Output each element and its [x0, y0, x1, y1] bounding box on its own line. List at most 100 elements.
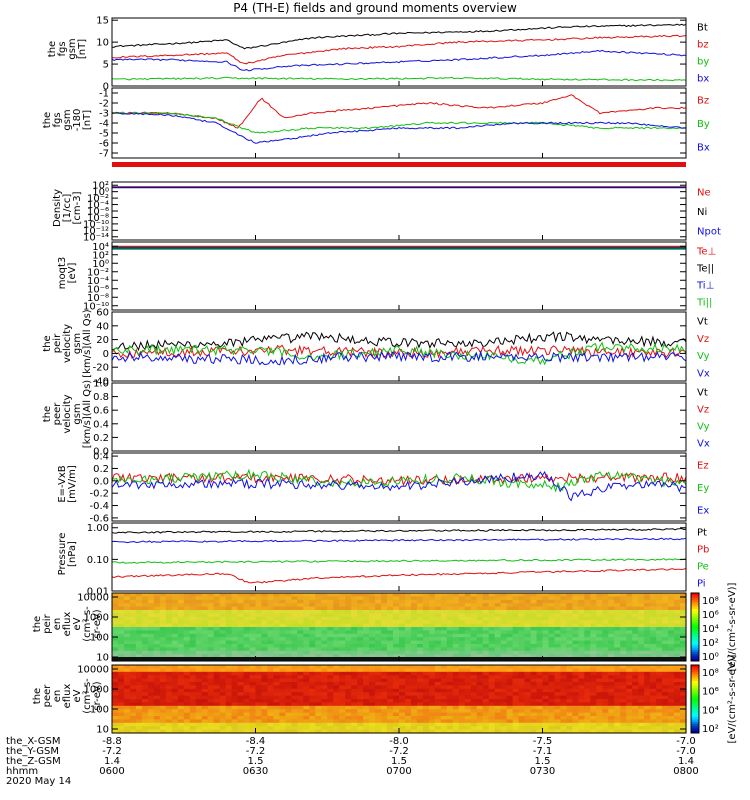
heatmap-cell [452, 610, 460, 614]
y-tick-label: 1000 [84, 613, 109, 624]
heatmap-cell [494, 650, 502, 655]
heatmap-cell [500, 709, 508, 714]
heatmap-cell [500, 620, 508, 625]
heatmap-cell [476, 637, 484, 642]
heatmap-cell [213, 623, 221, 628]
heatmap-cell [231, 692, 239, 697]
heatmap-cell [446, 644, 454, 648]
heatmap-cell [189, 722, 197, 727]
y-axis-label: velocity [62, 324, 73, 363]
heatmap-cell [375, 729, 382, 734]
heatmap-cell [524, 702, 532, 707]
heatmap-cell [536, 620, 544, 625]
heatmap-cell [518, 606, 526, 611]
heatmap-cell [668, 606, 675, 611]
heatmap-cell [141, 712, 149, 717]
heatmap-cell [572, 593, 579, 597]
heatmap-cell [375, 722, 382, 727]
heatmap-cell [279, 610, 286, 614]
heatmap-cell [177, 665, 185, 669]
colorbar-cell [691, 622, 699, 626]
heatmap-cell [357, 654, 364, 659]
heatmap-cell [530, 722, 538, 727]
heatmap-cell [309, 695, 316, 700]
heatmap-cell [153, 719, 161, 724]
heatmap-cell [524, 668, 532, 673]
colorbar-cell [691, 620, 699, 623]
heatmap-cell [381, 695, 388, 700]
heatmap-cell [458, 654, 466, 659]
heatmap-cell [548, 633, 556, 638]
heatmap-cell [506, 682, 514, 686]
heatmap-cell [416, 712, 424, 717]
heatmap-cell [231, 596, 239, 601]
heatmap-cell [189, 650, 197, 655]
heatmap-cell [117, 633, 125, 638]
heatmap-cell [476, 692, 484, 697]
heatmap-cell [135, 702, 143, 707]
heatmap-cell [680, 647, 687, 652]
heatmap-cell [530, 603, 538, 608]
heatmap-cell [404, 682, 412, 686]
heatmap-cell [608, 640, 615, 645]
heatmap-cell [219, 593, 227, 597]
heatmap-cell [183, 613, 191, 618]
heatmap-cell [548, 716, 556, 720]
heatmap-cell [578, 726, 585, 731]
heatmap-cell [482, 729, 490, 734]
heatmap-cell [297, 678, 304, 683]
heatmap-cell [482, 678, 490, 683]
heatmap-cell [399, 712, 406, 717]
panel-frame [111, 452, 687, 522]
heatmap-cell [387, 613, 394, 618]
heatmap-cell [309, 726, 316, 731]
heatmap-cell [165, 633, 173, 638]
heatmap-cell [159, 688, 167, 693]
heatmap-cell [195, 722, 203, 727]
heatmap-cell [285, 606, 292, 611]
heatmap-cell [590, 596, 597, 601]
heatmap-cell [578, 702, 585, 707]
heatmap-cell [404, 640, 412, 645]
heatmap-cell [207, 599, 215, 604]
heatmap-cell [147, 654, 155, 659]
heatmap-cell [345, 726, 352, 731]
heatmap-cell [171, 665, 179, 669]
heatmap-cell [297, 637, 304, 642]
heatmap-cell [393, 610, 400, 614]
heatmap-cell [572, 675, 579, 680]
heatmap-cell [219, 709, 227, 714]
heatmap-cell [524, 599, 532, 604]
heatmap-cell [291, 729, 298, 734]
heatmap-cell [303, 640, 310, 645]
heatmap-cell [614, 650, 621, 655]
heatmap-cell [578, 665, 585, 669]
heatmap-cell [596, 610, 603, 614]
heatmap-cell [674, 654, 681, 659]
heatmap-cell [446, 650, 454, 655]
heatmap-cell [494, 726, 502, 731]
heatmap-cell [620, 712, 627, 717]
heatmap-cell [213, 599, 221, 604]
heatmap-cell [536, 665, 544, 669]
heatmap-cell [117, 596, 125, 601]
heatmap-cell [446, 699, 454, 703]
legend-Vy: Vy [697, 351, 710, 362]
heatmap-cell [357, 688, 364, 693]
heatmap-cell [590, 668, 597, 673]
heatmap-cell [195, 665, 203, 669]
heatmap-cell [351, 668, 358, 673]
heatmap-cell [512, 709, 520, 714]
heatmap-cell [608, 599, 615, 604]
heatmap-cell [458, 685, 466, 690]
heatmap-cell [339, 654, 346, 659]
heatmap-cell [153, 630, 161, 635]
heatmap-cell [662, 616, 669, 621]
heatmap-cell [261, 688, 269, 693]
heatmap-cell [428, 685, 436, 690]
heatmap-cell [399, 726, 406, 731]
heatmap-cell [482, 665, 490, 669]
heatmap-cell [590, 616, 597, 621]
heatmap-cell [183, 709, 191, 714]
heatmap-cell [231, 665, 239, 669]
